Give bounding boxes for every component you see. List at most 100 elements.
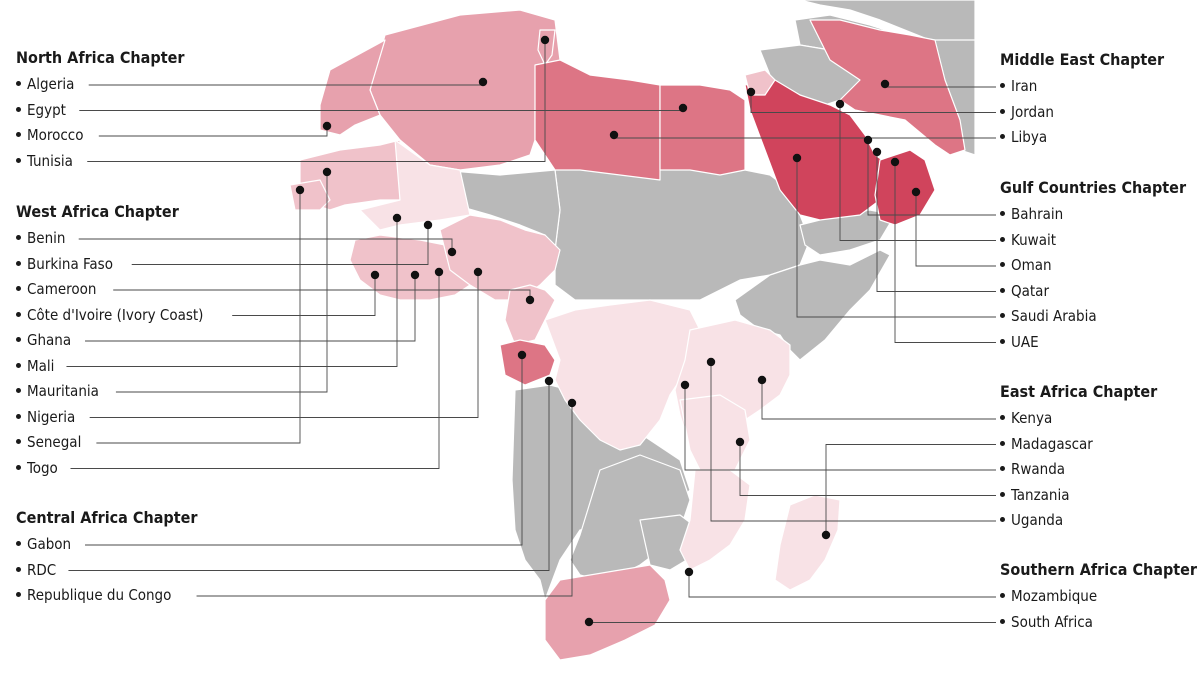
bullet-icon: [16, 132, 21, 137]
country-name: Saudi Arabia: [1011, 307, 1097, 325]
country-name: Qatar: [1011, 281, 1049, 300]
country-name: Uganda: [1011, 511, 1064, 529]
marker-c-te-d-ivoire-ivory-coast: [370, 270, 380, 280]
marker-uganda: [706, 357, 716, 367]
bullet-icon: [16, 464, 21, 470]
bullet-icon: [16, 106, 21, 112]
region-mali-burkina: [359, 139, 471, 231]
bullet-icon: [1000, 211, 1005, 216]
marker-iran: [880, 79, 890, 89]
leader-madagascar: [825, 444, 996, 535]
country-label-tunisia: Tunisia: [16, 152, 73, 170]
country-label-algeria: Algeria: [16, 75, 74, 93]
leader-mali: [66, 218, 398, 367]
leader-rwanda: [684, 385, 996, 471]
leader-mozambique: [688, 572, 996, 598]
bullet-icon: [16, 592, 21, 597]
leader-saudi-arabia: [796, 158, 996, 318]
marker-ghana: [410, 270, 420, 280]
country-label-burkina-faso: Burkina Faso: [16, 255, 113, 273]
region-nigeria-niger: [439, 214, 561, 301]
chapter-title-middle-east: Middle East Chapter: [1000, 50, 1165, 69]
marker-libya: [609, 130, 619, 140]
leader-cameroon: [113, 289, 531, 300]
country-label-republique-du-congo: Republique du Congo: [16, 586, 171, 604]
leader-bahrain: [867, 140, 996, 216]
country-label-jordan: Jordan: [1000, 103, 1054, 121]
leader-nigeria: [89, 272, 479, 418]
country-name: Mali: [27, 356, 55, 375]
country-label-qatar: Qatar: [1000, 282, 1049, 300]
marker-mauritania: [322, 167, 332, 177]
marker-madagascar: [821, 530, 831, 540]
country-markers: [295, 35, 921, 627]
chapter-title-west: West Africa Chapter: [16, 202, 179, 221]
marker-gabon: [517, 350, 527, 360]
leader-gabon: [85, 355, 523, 546]
marker-burkina-faso: [423, 220, 433, 230]
bullet-icon: [16, 337, 21, 342]
country-name: Morocco: [27, 126, 84, 144]
leader-morocco: [98, 126, 328, 137]
bullet-icon: [16, 388, 21, 393]
country-label-mali: Mali: [16, 357, 54, 375]
land-regions: [289, 0, 976, 661]
region-europe-top: [799, 0, 976, 56]
region-gabon: [499, 339, 556, 386]
country-label-benin: Benin: [16, 229, 65, 247]
bullet-icon: [1000, 440, 1005, 446]
country-name: Bahrain: [1011, 205, 1064, 223]
bullet-icon: [16, 362, 21, 368]
country-name: Côte d'Ivoire (Ivory Coast): [27, 305, 204, 324]
marker-jordan: [746, 87, 756, 97]
country-label-south-africa: South Africa: [1000, 613, 1093, 631]
region-madagascar: [774, 494, 841, 591]
bullet-icon: [16, 286, 21, 291]
country-name: Nigeria: [27, 407, 76, 426]
country-label-madagascar: Madagascar: [1000, 435, 1093, 453]
leader-jordan: [750, 92, 996, 113]
leader-ghana: [85, 275, 416, 342]
country-name: South Africa: [1011, 612, 1093, 631]
bullet-icon: [1000, 236, 1005, 242]
country-label-oman: Oman: [1000, 256, 1052, 274]
country-label-cameroon: Cameroon: [16, 280, 96, 298]
marker-republique-du-congo: [567, 398, 577, 408]
leader-mauritania: [115, 172, 328, 393]
bullet-icon: [1000, 338, 1005, 344]
country-label-rdc: RDC: [16, 561, 56, 579]
marker-nigeria: [473, 267, 483, 277]
country-name: Mozambique: [1011, 587, 1098, 605]
country-name: Egypt: [27, 100, 66, 119]
bullet-icon: [16, 235, 21, 240]
leader-kenya: [761, 380, 996, 420]
country-name: Madagascar: [1011, 434, 1093, 453]
country-name: UAE: [1011, 332, 1039, 351]
country-name: Cameroon: [27, 280, 97, 298]
chapter-title-central: Central Africa Chapter: [16, 508, 198, 527]
country-name: Senegal: [27, 433, 82, 451]
region-mozambique: [679, 469, 751, 571]
country-label-gabon: Gabon: [16, 535, 71, 553]
region-iran: [809, 19, 966, 156]
region-egypt: [659, 84, 746, 176]
leader-tanzania: [739, 442, 996, 496]
country-name: Togo: [27, 458, 58, 477]
bullet-icon: [1000, 83, 1005, 88]
bullet-icon: [1000, 134, 1005, 139]
marker-south-africa: [584, 617, 594, 627]
bullet-icon: [1000, 491, 1005, 497]
bullet-icon: [1000, 108, 1005, 114]
marker-cameroon: [525, 295, 535, 305]
marker-qatar: [872, 147, 882, 157]
country-label-togo: Togo: [16, 459, 58, 477]
country-label-tanzania: Tanzania: [1000, 486, 1070, 504]
bullet-icon: [16, 260, 21, 266]
leader-senegal: [96, 190, 301, 444]
marker-kuwait: [835, 99, 845, 109]
chapter-title-east: East Africa Chapter: [1000, 382, 1158, 401]
country-name: Mauritania: [27, 382, 99, 400]
leader-togo: [70, 272, 440, 469]
marker-bahrain: [863, 135, 873, 145]
marker-tanzania: [735, 437, 745, 447]
